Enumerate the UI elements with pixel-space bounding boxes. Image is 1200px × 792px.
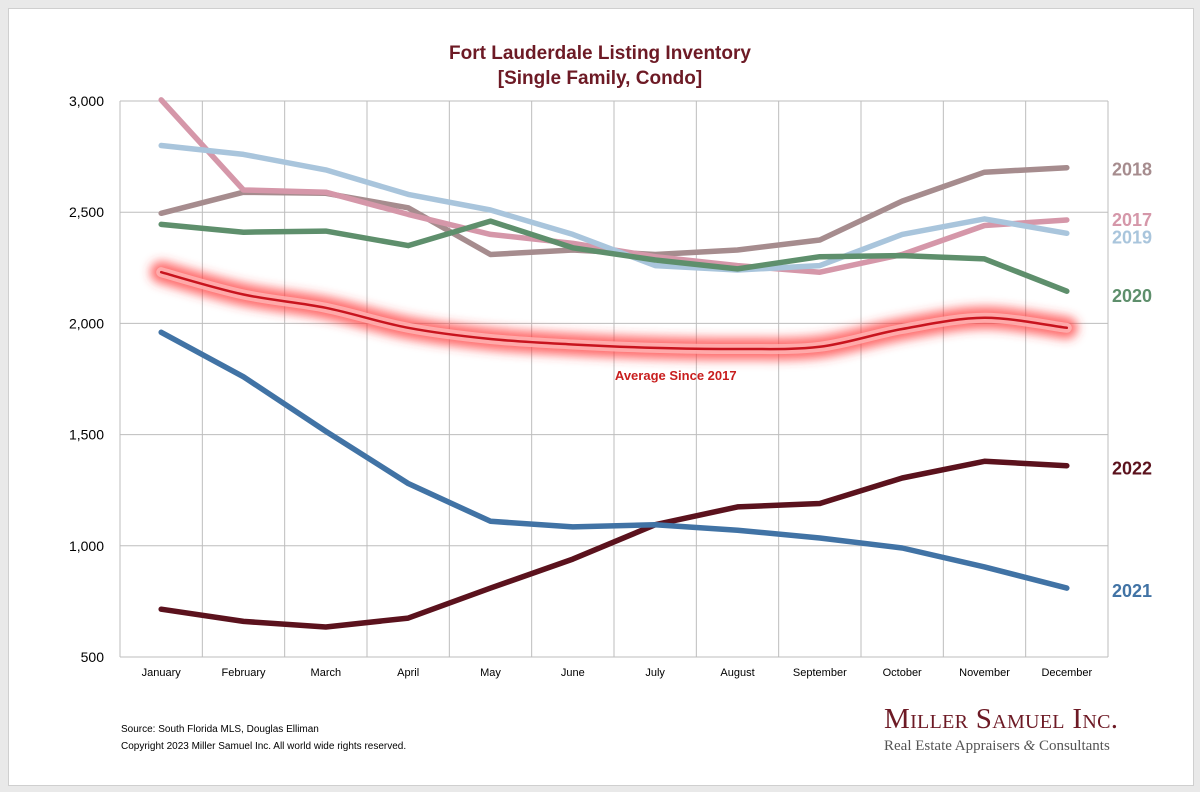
average-label: Average Since 2017 xyxy=(615,368,737,383)
tagline-part1: Real Estate Appraisers xyxy=(884,738,1024,754)
y-tick-label: 1,500 xyxy=(69,427,104,443)
series-label-2022: 2022 xyxy=(1112,459,1152,479)
copyright-note: Copyright 2023 Miller Samuel Inc. All wo… xyxy=(121,741,407,752)
series-line-2019 xyxy=(158,142,1070,273)
x-tick-label: April xyxy=(397,667,419,679)
series-label-2017: 2017 xyxy=(1112,210,1152,230)
chart-title-line1: Fort Lauderdale Listing Inventory xyxy=(449,43,751,64)
tagline-part2: Consultants xyxy=(1035,738,1110,754)
average-line xyxy=(159,270,1069,351)
y-tick-label: 500 xyxy=(81,649,105,665)
x-tick-label: September xyxy=(793,667,847,679)
chart-title-line2: [Single Family, Condo] xyxy=(497,68,703,89)
x-tick-label: October xyxy=(883,667,922,679)
x-tick-label: February xyxy=(221,667,266,679)
y-tick-label: 3,000 xyxy=(69,93,104,109)
series-label-2020: 2020 xyxy=(1112,286,1152,306)
series-label-2021: 2021 xyxy=(1112,581,1152,601)
series-line-2021 xyxy=(158,329,1070,591)
x-tick-label: May xyxy=(480,667,501,679)
x-tick-label: August xyxy=(720,667,754,679)
x-tick-label: November xyxy=(959,667,1010,679)
x-tick-label: June xyxy=(561,667,585,679)
series-label-2018: 2018 xyxy=(1112,160,1152,180)
x-tick-label: December xyxy=(1041,667,1092,679)
series-line-2020 xyxy=(158,218,1070,294)
series-label-2019: 2019 xyxy=(1112,227,1152,247)
y-tick-label: 1,000 xyxy=(69,538,104,554)
x-tick-label: January xyxy=(142,667,182,679)
brand-logo-text: Miller Samuel Inc. xyxy=(884,703,1119,735)
x-tick-label: July xyxy=(645,667,665,679)
chart-frame xyxy=(8,8,1194,786)
y-tick-label: 2,500 xyxy=(69,204,104,220)
source-note: Source: South Florida MLS, Douglas Ellim… xyxy=(121,724,319,735)
series-line-2022 xyxy=(158,458,1070,630)
tagline-ampersand: & xyxy=(1023,738,1036,754)
brand-tagline: Real Estate Appraisers & Consultants xyxy=(884,738,1110,755)
y-tick-label: 2,000 xyxy=(69,315,104,331)
x-tick-label: March xyxy=(311,667,342,679)
